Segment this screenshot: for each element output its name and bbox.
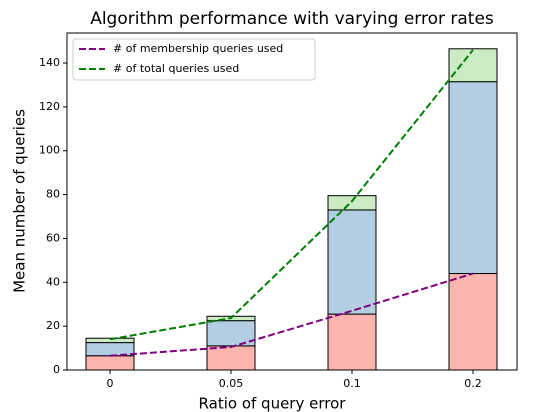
- plot-frame: [66, 32, 518, 371]
- y-tick-label: 20: [46, 319, 60, 332]
- y-tick-label: 40: [46, 275, 60, 288]
- bar-segment: [206, 320, 256, 347]
- y-tick-label: 140: [39, 56, 60, 69]
- y-tick-label: 120: [39, 100, 60, 113]
- y-tick-label: 100: [39, 144, 60, 157]
- bar-segment: [448, 48, 498, 83]
- y-tick-label: 60: [46, 231, 60, 244]
- bar-segment: [448, 273, 498, 371]
- bar-segment: [206, 345, 256, 371]
- y-tick-label: 80: [46, 188, 60, 201]
- y-axis-label: Mean number of queries: [11, 109, 29, 293]
- bar-segment: [448, 81, 498, 275]
- x-tick-label: 0.05: [219, 377, 244, 390]
- legend-label: # of total queries used: [113, 62, 239, 75]
- x-tick-label: 0.2: [464, 377, 482, 390]
- line-series: [109, 272, 474, 357]
- bar-segment: [327, 209, 377, 315]
- chart-title: Algorithm performance with varying error…: [90, 9, 494, 29]
- x-tick-label: 0.1: [343, 377, 361, 390]
- bar-segment: [85, 337, 135, 344]
- bar-segment: [85, 355, 135, 371]
- legend-box: [72, 38, 316, 81]
- x-axis-label: Ratio of query error: [199, 395, 347, 412]
- y-tick-label: 0: [53, 363, 60, 376]
- bar-segment: [327, 195, 377, 211]
- bar-segment: [327, 313, 377, 371]
- x-tick-label: 0: [107, 377, 114, 390]
- line-series: [109, 49, 474, 341]
- legend-label: # of membership queries used: [113, 42, 283, 55]
